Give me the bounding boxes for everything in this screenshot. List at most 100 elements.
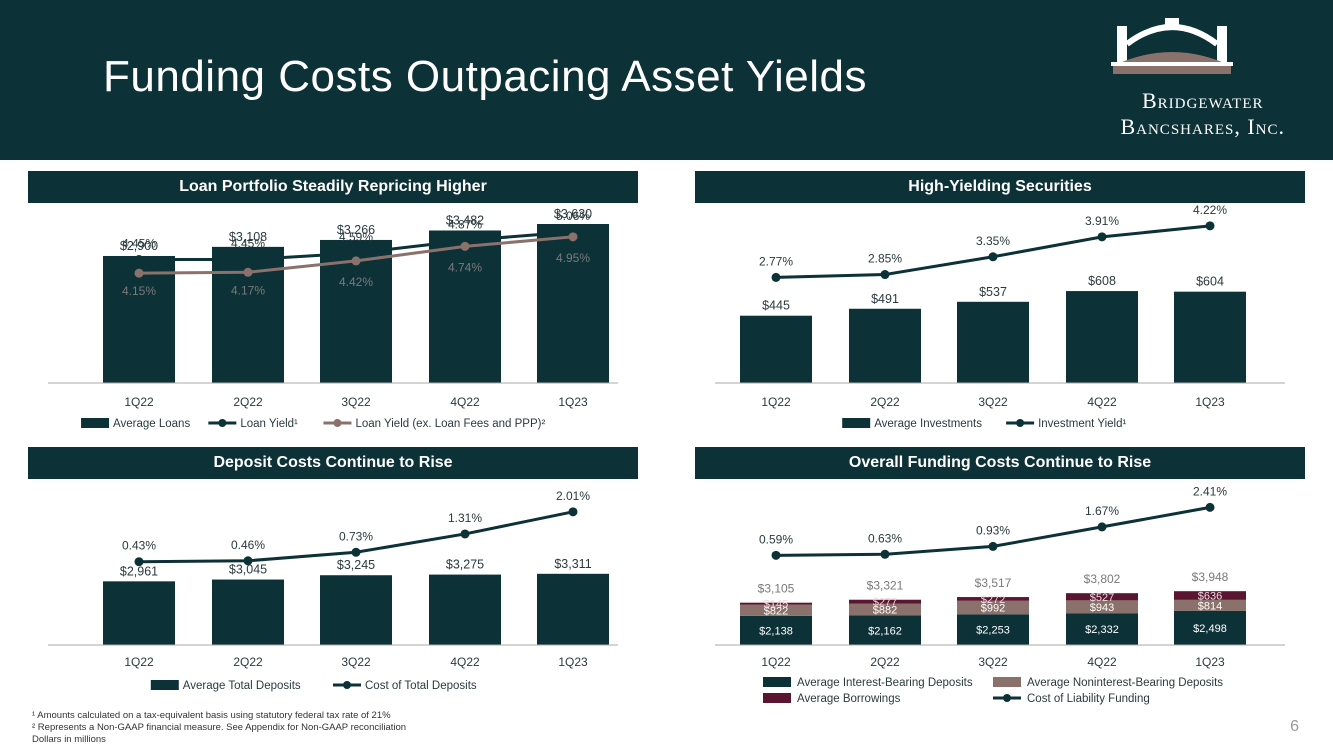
series-label-0-4q22: 1.31%	[448, 511, 482, 525]
x-tick-label-1q23: 1Q23	[1195, 395, 1225, 409]
total-label-3q22: $3,517	[975, 576, 1012, 590]
bar-average-interest-bearing-deposits-3q22	[957, 614, 1029, 645]
series-label-0-1q22: 0.43%	[122, 539, 156, 553]
series-point-0-1q23	[1205, 502, 1215, 512]
legend-marker-1	[218, 419, 227, 427]
series-point-0-3q22	[351, 547, 361, 557]
series-point-1-3q22	[351, 256, 361, 266]
x-tick-label-2q22: 2Q22	[233, 655, 263, 669]
series-label-0-3q22: 0.73%	[339, 529, 373, 543]
bar-value-label-1q22: $2,961	[120, 564, 158, 578]
funding-chart: $2,138 $822$145 $3,105 $2,162 $882$277 $3,321…	[715, 484, 1285, 705]
legend-label-2: Loan Yield (ex. Loan Fees and PPP)²	[355, 418, 545, 430]
series-point-0-2q22	[243, 556, 253, 566]
series-point-0-1q23	[1205, 221, 1215, 231]
series-point-0-1q23	[568, 507, 578, 517]
company-name-line2: Bancshares, Inc.	[1120, 114, 1285, 139]
series-point-1-4q22	[460, 241, 470, 251]
segment-label-1-4q22: $943	[1090, 602, 1114, 614]
loan-chart: $2,900 $3,108 $3,266 $3,482 $3,630 1Q22 2Q22 3Q…	[48, 207, 618, 430]
bar-1q23	[537, 573, 609, 645]
series-point-0-1q22	[771, 272, 781, 282]
legend-label-2: Average Borrowings	[797, 693, 901, 705]
x-tick-label-4q22: 4Q22	[1087, 655, 1117, 669]
legend-label-1: Investment Yield¹	[1038, 418, 1126, 430]
bar-value-label-1q23: $604	[1196, 275, 1224, 289]
x-tick-label-1q22: 1Q22	[124, 395, 154, 409]
series-label-1-3q22: 4.42%	[339, 275, 373, 289]
bar-value-label-3q22: $3,245	[337, 558, 375, 572]
bar-average-interest-bearing-deposits-2q22	[849, 615, 921, 645]
legend-label-1: Cost of Total Deposits	[365, 680, 477, 692]
segment-label-0-3q22: $2,253	[976, 625, 1010, 637]
x-tick-label-4q22: 4Q22	[1087, 395, 1117, 409]
series-point-1-2q22	[243, 267, 253, 277]
series-label-0-1q22: 0.59%	[759, 532, 793, 546]
series-label-0-3q22: 3.35%	[976, 234, 1010, 248]
series-point-0-3q22	[988, 252, 998, 262]
series-point-0-3q22	[351, 248, 361, 258]
bar-2q22	[212, 246, 284, 383]
bar-average-noninterest-bearing-deposits-3q22	[957, 600, 1029, 615]
series-label-1-1q22: 4.15%	[122, 284, 156, 298]
bar-value-label-1q22: $2,900	[120, 239, 158, 253]
legend-label-0: Average Total Deposits	[183, 680, 301, 692]
legend-swatch-0	[763, 677, 791, 687]
series-label-0-1q23: 2.41%	[1193, 484, 1227, 498]
series-label-0-4q22: 1.67%	[1085, 504, 1119, 518]
footnote-2: ² Represents a Non-GAAP financial measur…	[32, 722, 407, 733]
legend-marker-2	[333, 419, 342, 427]
legend-label-0: Average Interest-Bearing Deposits	[797, 677, 973, 689]
bar-average-interest-bearing-deposits-4q22	[1066, 613, 1138, 645]
segment-label-2-3q22: $272	[981, 594, 1005, 606]
bar-value-label-2q22: $3,045	[229, 563, 267, 577]
securities-chart: $445 $491 $537 $608 $604 1Q22 2Q22 3Q22 4Q22 1Q23…	[715, 203, 1285, 430]
x-tick-label-1q22: 1Q22	[124, 655, 154, 669]
bar-value-label-2q22: $491	[871, 292, 899, 306]
series-label-0-1q23: 5.06%	[556, 209, 590, 223]
legend-swatch-2	[763, 693, 791, 703]
company-name-line1: Bridgewater	[1141, 88, 1264, 113]
footnotes: ¹ Amounts calculated on a tax-equivalent…	[32, 710, 406, 746]
segment-label-2-1q22: $145	[764, 599, 788, 611]
bar-4q22	[429, 574, 501, 645]
series-label-0-2q22: 4.45%	[231, 237, 265, 251]
x-tick-label-3q22: 3Q22	[341, 655, 371, 669]
x-tick-label-3q22: 3Q22	[978, 655, 1008, 669]
legend-marker-3	[1003, 694, 1011, 702]
bar-3q22	[320, 575, 392, 645]
total-label-1q23: $3,948	[1192, 570, 1229, 584]
bar-average-borrowings-3q22	[957, 597, 1029, 601]
segment-label-0-2q22: $2,162	[868, 625, 902, 637]
series-point-0-2q22	[880, 270, 890, 280]
legend-label-0: Average Loans	[113, 418, 190, 430]
bar-average-noninterest-bearing-deposits-1q22	[740, 604, 812, 616]
bar-value-label-3q22: $537	[979, 285, 1007, 299]
bar-1q23	[537, 224, 609, 383]
legend-swatch-0	[81, 418, 110, 428]
bar-2q22	[212, 579, 284, 645]
series-label-0-2q22: 0.63%	[868, 531, 902, 545]
series-point-0-1q22	[134, 557, 144, 567]
series-point-0-1q22	[134, 255, 144, 265]
segment-label-2-1q23: $636	[1198, 591, 1222, 603]
deposit-chart: $2,961 $3,045 $3,245 $3,275 $3,311 1Q22 2Q22 3Q…	[48, 489, 618, 692]
series-label-0-2q22: 0.46%	[231, 538, 265, 552]
x-tick-label-1q23: 1Q23	[558, 655, 588, 669]
series-point-1-1q23	[568, 232, 578, 242]
legend-swatch-0	[842, 418, 871, 428]
x-tick-label-2q22: 2Q22	[233, 395, 263, 409]
bar-value-label-1q23: $3,630	[554, 207, 592, 221]
bar-value-label-4q22: $3,275	[446, 558, 484, 572]
bar-average-noninterest-bearing-deposits-2q22	[849, 603, 921, 616]
series-label-0-1q22: 4.45%	[122, 237, 156, 251]
funding-panel-heading: Overall Funding Costs Continue to Rise	[695, 447, 1305, 479]
segment-label-2-4q22: $527	[1090, 592, 1114, 604]
bar-1q22	[103, 581, 175, 645]
total-label-2q22: $3,321	[867, 579, 904, 593]
legend-label-0: Average Investments	[874, 418, 982, 430]
segment-label-1-3q22: $992	[981, 603, 1005, 615]
bar-1q22	[740, 315, 812, 383]
segment-label-1-1q22: $822	[764, 605, 788, 617]
series-point-0-2q22	[880, 549, 890, 559]
